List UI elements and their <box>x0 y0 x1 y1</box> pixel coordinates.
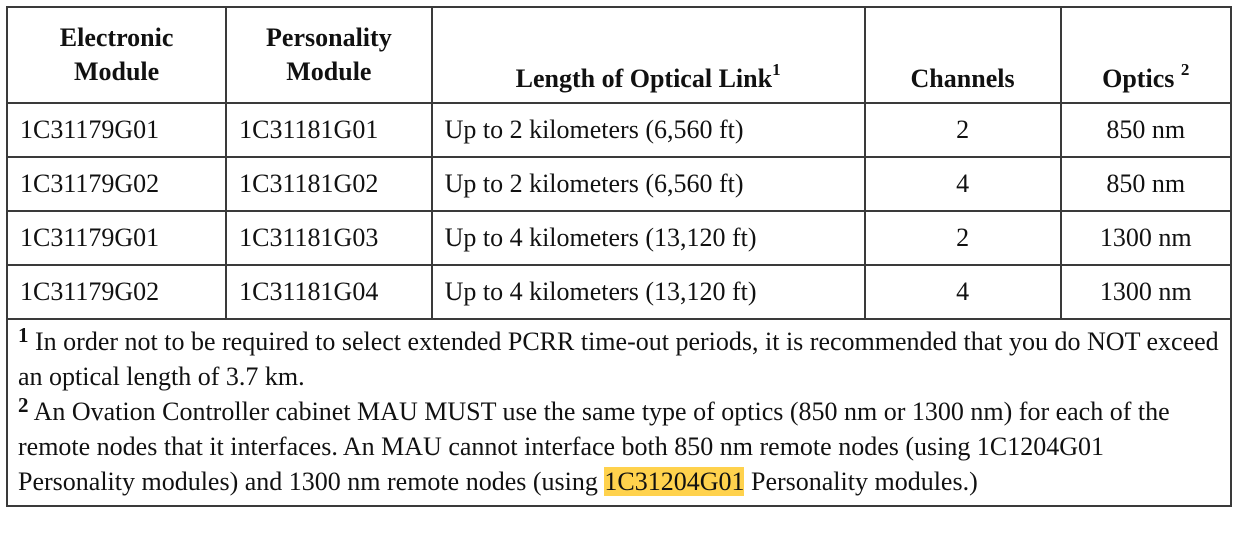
cell-optics: 1300 nm <box>1059 210 1232 266</box>
header-optics: Optics 2 <box>1059 6 1232 104</box>
header-personality-line1: Personality <box>266 23 392 52</box>
cell-channels: 4 <box>863 264 1062 320</box>
table-row: 1C31179G02 1C31181G02 Up to 2 kilometers… <box>5 156 1232 212</box>
cell-personality: 1C31181G01 <box>225 102 433 158</box>
header-electronic-module: Electronic Module <box>5 6 228 104</box>
cell-electronic: 1C31179G02 <box>5 156 228 212</box>
cell-length: Up to 4 kilometers (13,120 ft) <box>430 264 866 320</box>
document-page: Electronic Module Personality Module Len… <box>5 6 1232 507</box>
cell-personality: 1C31181G02 <box>225 156 433 212</box>
table-row: 1C31179G01 1C31181G01 Up to 2 kilometers… <box>5 102 1232 158</box>
header-length-footnote: 1 <box>772 60 781 80</box>
cell-channels: 2 <box>863 102 1062 158</box>
cell-personality: 1C31181G04 <box>225 264 433 320</box>
cell-electronic: 1C31179G01 <box>5 210 228 266</box>
footnote-1-number: 1 <box>18 323 29 347</box>
header-electronic-line1: Electronic <box>59 23 174 52</box>
footnote-2: 2 An Ovation Controller cabinet MAU MUST… <box>18 394 1220 499</box>
optical-link-table: Electronic Module Personality Module Len… <box>5 6 1232 507</box>
header-personality-line2: Module <box>286 57 372 86</box>
header-channels: Channels <box>863 6 1062 104</box>
cell-personality: 1C31181G03 <box>225 210 433 266</box>
table-row: 1C31179G01 1C31181G03 Up to 4 kilometers… <box>5 210 1232 266</box>
cell-optics: 850 nm <box>1059 156 1232 212</box>
table-row: 1C31179G02 1C31181G04 Up to 4 kilometers… <box>5 264 1232 320</box>
footnote-1-text: In order not to be required to select ex… <box>18 327 1219 391</box>
table-header-row: Electronic Module Personality Module Len… <box>5 6 1232 104</box>
header-channels-label: Channels <box>910 64 1015 93</box>
cell-length: Up to 2 kilometers (6,560 ft) <box>430 156 866 212</box>
footnote-2-text-after: Personality modules.) <box>744 467 978 496</box>
cell-channels: 2 <box>863 210 1062 266</box>
header-personality-module: Personality Module <box>225 6 433 104</box>
cell-optics: 850 nm <box>1059 102 1232 158</box>
header-length: Length of Optical Link1 <box>430 6 866 104</box>
header-electronic-line2: Module <box>73 57 160 86</box>
cell-electronic: 1C31179G02 <box>5 264 228 320</box>
table-notes-row: 1 In order not to be required to select … <box>6 318 1232 507</box>
footnote-2-text-before: An Ovation Controller cabinet MAU MUST u… <box>18 397 1170 496</box>
cell-channels: 4 <box>863 156 1062 212</box>
highlighted-part-number: 1C31204G01 <box>604 467 745 496</box>
cell-electronic: 1C31179G01 <box>5 102 228 158</box>
cell-length: Up to 2 kilometers (6,560 ft) <box>430 102 866 158</box>
footnotes-cell: 1 In order not to be required to select … <box>6 318 1232 507</box>
cell-length: Up to 4 kilometers (13,120 ft) <box>430 210 866 266</box>
header-length-label: Length of Optical Link <box>515 64 773 93</box>
footnote-2-number: 2 <box>18 393 29 417</box>
header-optics-label: Optics <box>1102 64 1175 93</box>
footnote-1: 1 In order not to be required to select … <box>18 324 1220 394</box>
cell-optics: 1300 nm <box>1059 264 1232 320</box>
header-optics-footnote: 2 <box>1180 60 1190 80</box>
